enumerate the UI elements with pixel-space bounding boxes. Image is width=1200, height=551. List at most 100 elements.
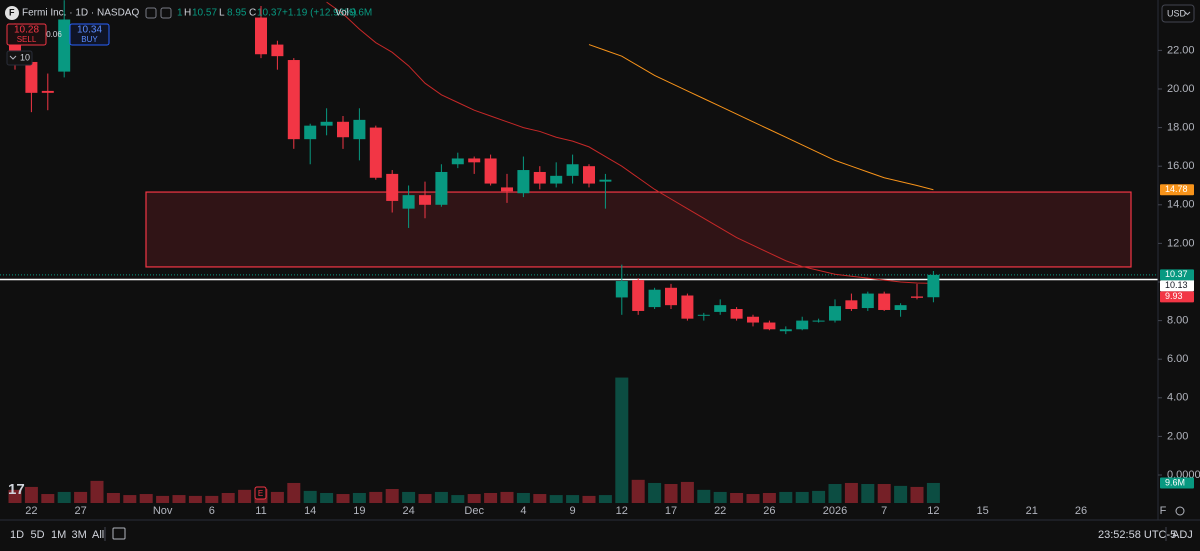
- x-tick-label: 2026: [823, 505, 847, 517]
- legend-icon[interactable]: [145, 7, 157, 19]
- candle-body: [337, 121, 349, 138]
- x-tick-label: 21: [1026, 505, 1038, 517]
- volume-bar: [484, 492, 498, 503]
- currency-dropdown[interactable]: [1161, 4, 1195, 23]
- price-tag-label: 10.37: [1165, 269, 1188, 279]
- volume-bar: [598, 495, 612, 503]
- candle-body: [845, 300, 858, 310]
- volume-bar: [631, 479, 645, 503]
- x-tick-label: F: [1160, 505, 1167, 517]
- settings-icon[interactable]: [1175, 506, 1185, 516]
- legend-low-key: L: [219, 8, 225, 19]
- legend: Fermi Inc. · 1D · NASDAQ 1 H 10.57 L 8.95 C 10.…: [22, 8, 372, 19]
- earnings-badge[interactable]: [254, 486, 267, 500]
- volume-bar: [41, 494, 55, 503]
- spread: 0.06: [46, 30, 62, 39]
- volume-bar: [139, 494, 153, 503]
- volume-bar: [582, 495, 596, 503]
- volume-bar: [188, 495, 202, 503]
- adj-toggle[interactable]: ADJ: [1172, 529, 1193, 541]
- candle-body: [386, 173, 399, 201]
- candle-body: [58, 19, 71, 72]
- x-tick-label: 12: [927, 505, 939, 517]
- candle-body: [468, 158, 481, 163]
- x-tick-label: 7: [881, 505, 887, 517]
- y-tick-label: 8.00: [1167, 315, 1188, 327]
- volume-bar: [106, 492, 120, 503]
- volume-bar: [680, 481, 694, 503]
- moving-average: [588, 44, 934, 191]
- volume-bar: [402, 491, 416, 503]
- volume-tag-label: 9.6M: [1165, 477, 1185, 487]
- candle-body: [369, 127, 382, 178]
- legend-icon[interactable]: [160, 7, 172, 19]
- candle-body: [451, 158, 464, 165]
- volume-bar: [648, 482, 662, 503]
- legend-high: 10.57: [192, 8, 217, 19]
- candle-body: [271, 44, 284, 57]
- volume-bar: [894, 485, 908, 503]
- range-button[interactable]: 5D: [31, 529, 45, 541]
- candle-body: [550, 175, 563, 184]
- y-tick-label: 18.00: [1167, 121, 1195, 133]
- volume-bar: [238, 489, 252, 503]
- sell-button[interactable]: [6, 23, 47, 46]
- range-button[interactable]: 1M: [51, 529, 66, 541]
- volume-bar: [615, 377, 629, 503]
- symbol-logo[interactable]: [5, 6, 19, 20]
- y-tick-label: 22.00: [1167, 44, 1195, 56]
- candle-body: [599, 179, 612, 182]
- price-tag: [1160, 291, 1194, 303]
- legend-low: 8.95: [227, 8, 247, 19]
- candle-body: [517, 170, 530, 194]
- price-tag-label: 10.13: [1165, 280, 1188, 290]
- volume-bar: [156, 495, 170, 503]
- volume-bar: [828, 484, 842, 503]
- quantity: 10: [20, 52, 30, 62]
- volume-bar: [221, 492, 235, 503]
- candle-body: [648, 289, 661, 308]
- y-tick-label: 6.00: [1167, 353, 1188, 365]
- price-tag: [1160, 184, 1194, 196]
- candle-body: [714, 305, 727, 312]
- volume-bar: [877, 484, 891, 503]
- x-tick-label: 24: [402, 505, 414, 517]
- candle-body: [763, 322, 776, 330]
- currency: USD: [1167, 8, 1187, 18]
- buy-button[interactable]: [69, 23, 110, 46]
- quantity-box[interactable]: [6, 50, 33, 66]
- volume-bar: [861, 484, 875, 503]
- x-tick-label: 26: [1075, 505, 1087, 517]
- x-tick-label: 14: [304, 505, 316, 517]
- volume-bar: [8, 489, 22, 503]
- volume-bar: [336, 494, 350, 503]
- legend-vol-key: Vol: [335, 8, 349, 19]
- candle-body: [615, 281, 628, 298]
- legend-close-key: C: [249, 8, 256, 19]
- volume-bar: [434, 491, 448, 503]
- volume-bar: [303, 490, 317, 503]
- x-tick-label: 12: [616, 505, 628, 517]
- candle-body: [911, 296, 923, 298]
- volume-bar: [844, 482, 858, 503]
- volume-bar: [910, 486, 924, 503]
- volume-bar: [746, 494, 760, 503]
- x-tick-label: 9: [570, 505, 576, 517]
- range-button[interactable]: All: [92, 529, 104, 541]
- volume-bar: [779, 491, 793, 503]
- volume-bar: [369, 491, 383, 503]
- candle-body: [747, 316, 759, 323]
- candle-body: [812, 320, 825, 322]
- range-button[interactable]: 1D: [10, 529, 24, 541]
- volume-bar: [926, 482, 940, 503]
- candle-body: [402, 195, 415, 209]
- legend-high-key: H: [184, 8, 191, 19]
- candle-body: [779, 329, 792, 332]
- y-tick-label: 16.00: [1167, 160, 1195, 172]
- candle-body: [566, 164, 579, 176]
- range-button[interactable]: 3M: [72, 529, 87, 541]
- calendar-icon[interactable]: [112, 527, 126, 540]
- candle-body: [681, 295, 694, 319]
- candle-body: [894, 305, 907, 310]
